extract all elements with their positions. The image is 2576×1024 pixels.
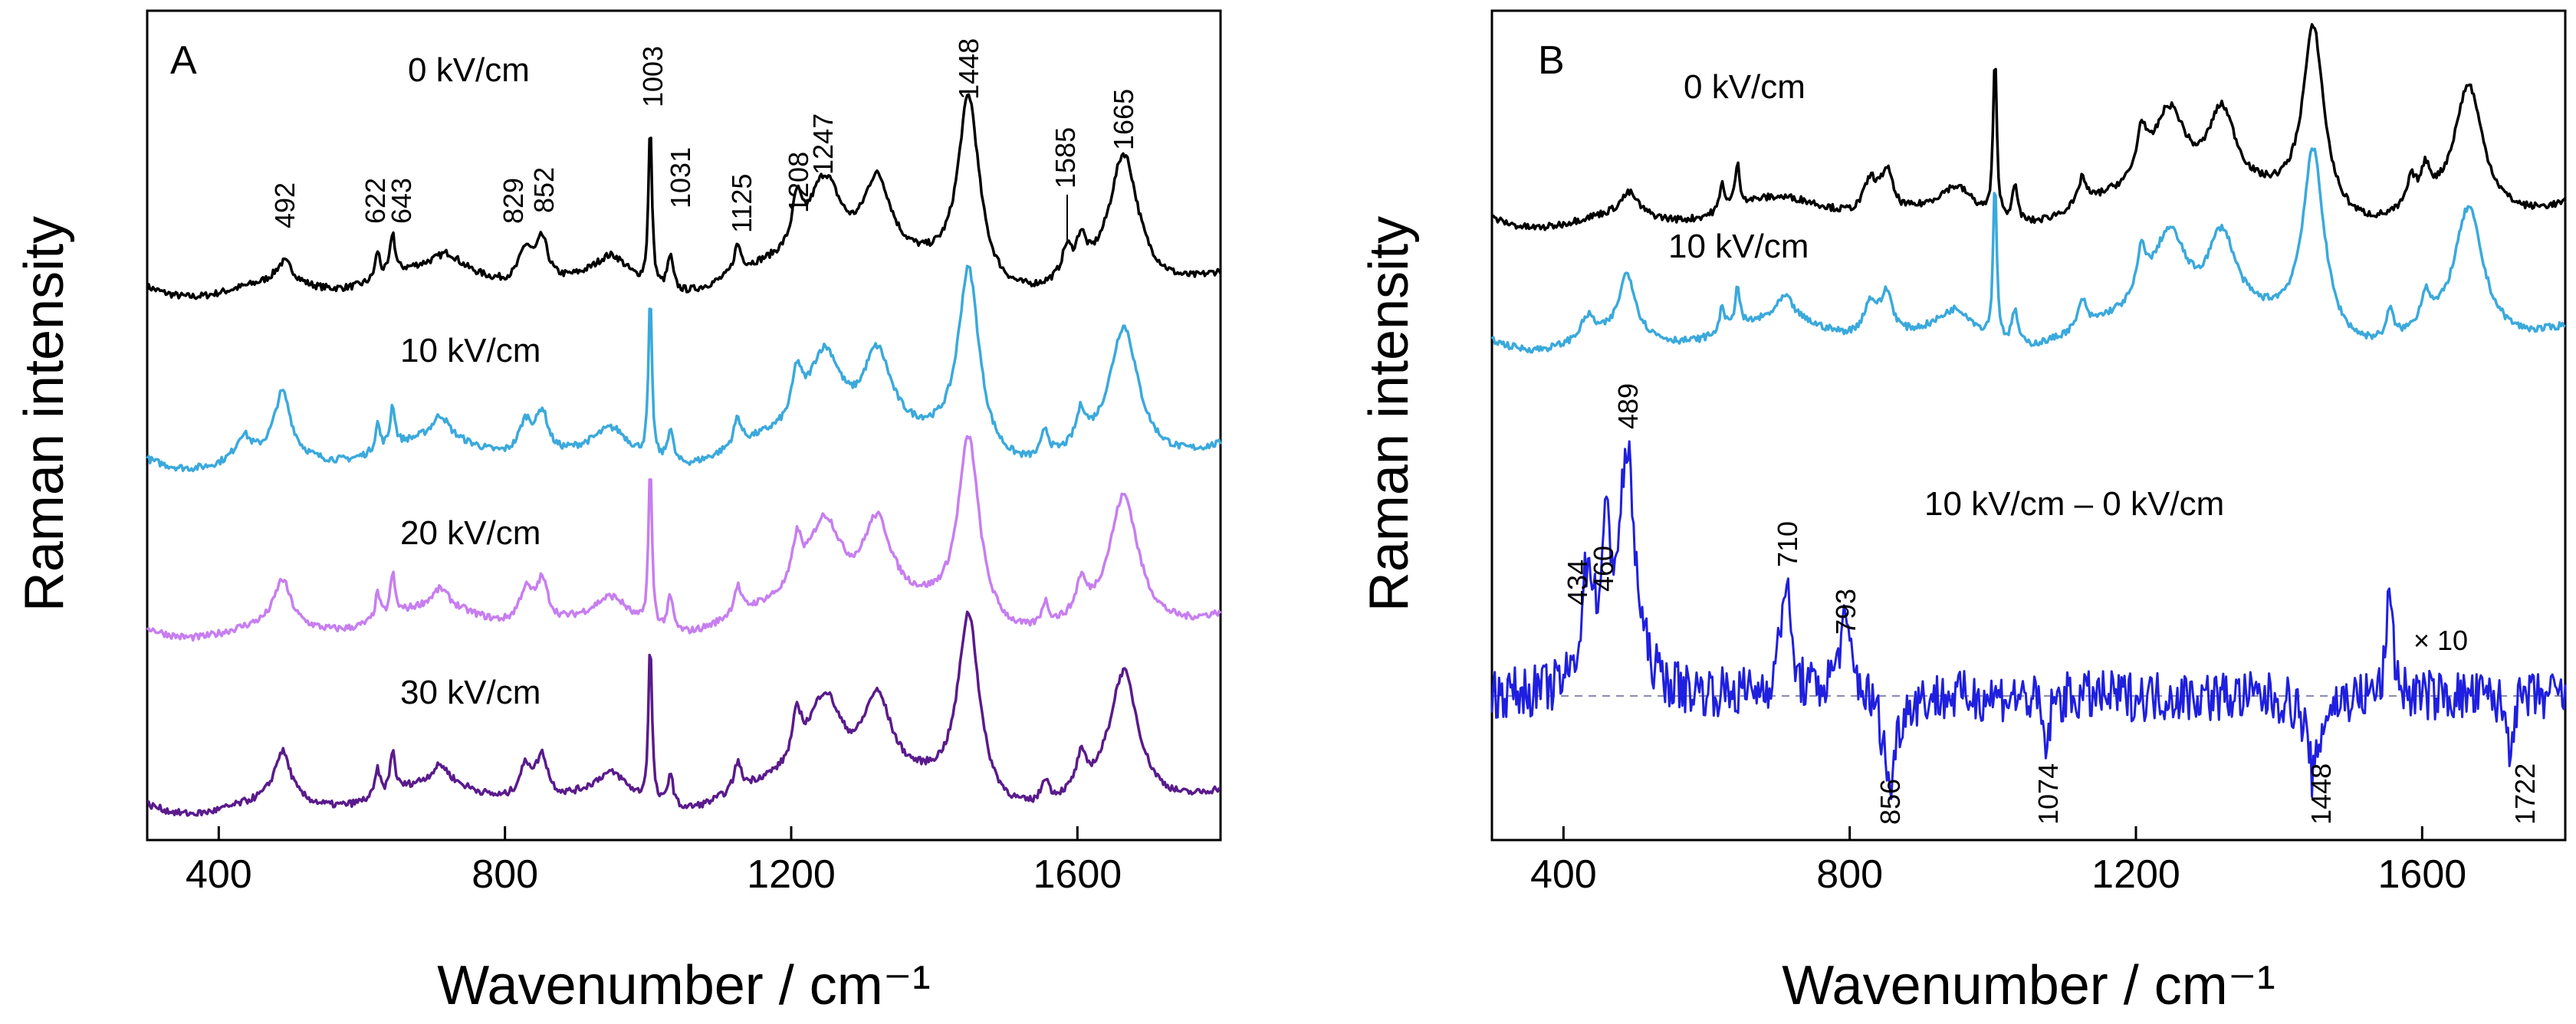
x-tick-label-1600: 1600 — [1033, 852, 1122, 897]
peak-a-829: 829 — [498, 178, 529, 224]
panel-b: B Raman intensity Wavenumber / cm⁻¹ 400 8… — [1359, 9, 2567, 1016]
series-label-a-1: 10 kV/cm — [400, 332, 540, 369]
peak-b-1722: 1722 — [2509, 763, 2541, 825]
x-tick-label-1200: 1200 — [2091, 852, 2180, 897]
series-line-a-1 — [146, 264, 1222, 473]
series-line-a-3 — [146, 610, 1221, 817]
panel-b-ylabel: Raman intensity — [1359, 216, 1420, 612]
peak-a-643: 643 — [386, 178, 417, 224]
panel-b-xlabel: Wavenumber / cm⁻¹ — [1782, 955, 2275, 1016]
x-tick-label-400: 400 — [1530, 852, 1597, 897]
peak-b-856: 856 — [1875, 779, 1906, 825]
peak-a-1125: 1125 — [726, 174, 757, 233]
series-line-b-1 — [1490, 147, 2566, 354]
peak-a-1247: 1247 — [807, 113, 839, 175]
peak-a-1208: 1208 — [783, 152, 814, 213]
peak-b-460: 460 — [1588, 546, 1619, 592]
multiplier-label: × 10 — [2413, 625, 2468, 656]
peak-b-1074: 1074 — [2032, 763, 2064, 825]
peak-b-1448: 1448 — [2305, 763, 2337, 825]
peak-b-489: 489 — [1612, 383, 1644, 429]
panel-b-frame — [1490, 9, 2567, 842]
series-label-b-0: 0 kV/cm — [1684, 68, 1806, 106]
peak-b-793: 793 — [1830, 589, 1861, 635]
panel-a-frame — [146, 9, 1222, 842]
peak-a-852: 852 — [528, 167, 560, 213]
panel-a-letter: A — [170, 38, 197, 83]
panel-a-ylabel: Raman intensity — [14, 216, 75, 612]
peak-a-622: 622 — [360, 178, 391, 224]
peak-a-492: 492 — [269, 182, 301, 228]
series-line-b-0 — [1491, 23, 2567, 231]
series-label-a-2: 20 kV/cm — [400, 514, 540, 552]
peak-a-1585: 1585 — [1050, 127, 1081, 189]
series-line-a-2 — [146, 435, 1222, 642]
panel-a-xlabel: Wavenumber / cm⁻¹ — [437, 955, 930, 1016]
peak-b-434: 434 — [1562, 560, 1593, 606]
x-tick-label-1200: 1200 — [747, 852, 836, 897]
series-label-a-3: 30 kV/cm — [400, 674, 540, 711]
panel-a: A Raman intensity Wavenumber / cm⁻¹ 400 8… — [14, 9, 1222, 1016]
peak-a-1665: 1665 — [1108, 89, 1139, 150]
panel-b-letter: B — [1538, 38, 1565, 83]
peak-a-1448: 1448 — [953, 38, 984, 100]
series-line-a-0 — [146, 93, 1222, 300]
peak-a-1031: 1031 — [665, 147, 696, 208]
x-tick-label-800: 800 — [472, 852, 538, 897]
peak-b-710: 710 — [1772, 521, 1803, 567]
x-tick-label-1600: 1600 — [2377, 852, 2466, 897]
x-tick-label-800: 800 — [1816, 852, 1883, 897]
series-label-b-1: 10 kV/cm — [1668, 228, 1809, 265]
series-label-a-0: 0 kV/cm — [408, 51, 530, 89]
series-line-b-2 — [1490, 440, 2567, 800]
series-label-b-2: 10 kV/cm – 0 kV/cm — [1924, 485, 2224, 523]
peak-a-1003: 1003 — [637, 46, 669, 107]
x-tick-label-400: 400 — [186, 852, 252, 897]
